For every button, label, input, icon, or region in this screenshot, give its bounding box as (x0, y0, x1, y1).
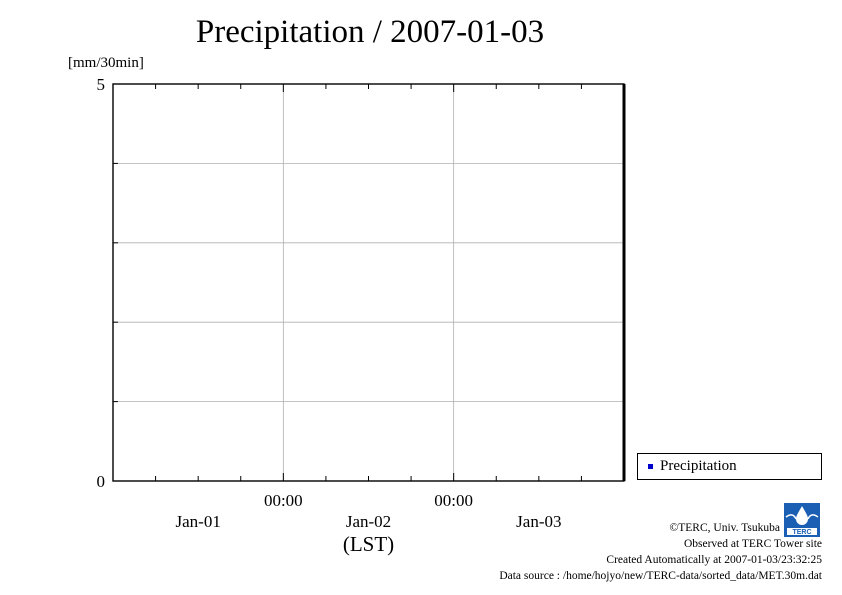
legend-swatch (648, 464, 653, 469)
axis-ticks (112, 83, 625, 482)
plot-frame (112, 83, 625, 482)
x-date-label: Jan-02 (346, 512, 391, 531)
credits-block: ©TERC, Univ. Tsukuba Observed at TERC To… (499, 520, 822, 584)
legend: Precipitation (637, 453, 822, 480)
x-time-label: 00:00 (434, 491, 473, 510)
y-tick-label: 0 (97, 472, 106, 491)
credit-site: Observed at TERC Tower site (683, 538, 822, 550)
legend-label: Precipitation (660, 458, 737, 474)
y-axis-unit-label: [mm/30min] (68, 55, 144, 71)
chart-title: Precipitation / 2007-01-03 (195, 14, 545, 50)
axis-labels: 0 5 00:00 00:00 Jan-01 Jan-02 Jan-03 (LST) (97, 75, 562, 556)
x-time-label: 00:00 (264, 491, 303, 510)
credit-copyright: ©TERC, Univ. Tsukuba (669, 522, 780, 534)
x-date-label: Jan-03 (516, 512, 561, 531)
terc-logo-icon: TERC (784, 503, 820, 537)
y-tick-label: 5 (97, 75, 106, 94)
x-axis-title: (LST) (343, 532, 394, 556)
credit-created: Created Automatically at 2007-01-03/23:3… (606, 554, 822, 566)
logo-text: TERC (792, 529, 811, 536)
gridlines (113, 84, 624, 481)
x-date-label: Jan-01 (176, 512, 221, 531)
credit-source: Data source : /home/hojyo/new/TERC-data/… (499, 570, 822, 582)
